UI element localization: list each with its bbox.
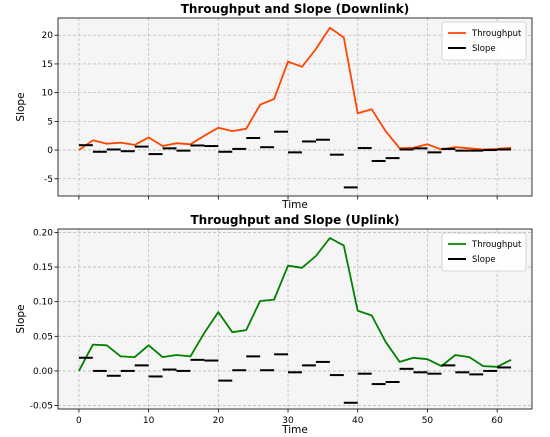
downlink-y-axis-label: Slope xyxy=(15,92,27,121)
uplink-legend-label-throughput: Throughput xyxy=(471,240,522,250)
uplink-legend: Throughput Slope xyxy=(441,232,527,272)
uplink-x-tick-label: 10 xyxy=(143,416,155,426)
downlink-y-tick-label: 20 xyxy=(42,31,54,41)
uplink-y-tick-label: 0.10 xyxy=(33,298,53,308)
uplink-y-tick-label: 0.00 xyxy=(33,367,53,377)
downlink-y-tick-label: 0 xyxy=(47,146,53,156)
downlink-y-tick-label: -5 xyxy=(44,175,53,185)
uplink-y-tick-label: 0.20 xyxy=(33,228,53,238)
downlink-throughput-line xyxy=(78,26,512,151)
uplink-legend-label-slope: Slope xyxy=(472,255,496,265)
downlink-y-tick-label: 10 xyxy=(42,89,54,99)
uplink-x-tick-label: 50 xyxy=(422,416,434,426)
downlink-legend-label-throughput: Throughput xyxy=(471,29,522,39)
uplink-title: Throughput and Slope (Uplink) xyxy=(191,213,400,227)
uplink-throughput-line xyxy=(78,237,512,372)
uplink-x-tick-label: 20 xyxy=(213,416,225,426)
uplink-y-axis-label: Slope xyxy=(15,304,27,333)
downlink-legend-box xyxy=(441,21,527,61)
uplink-y-tick-label: 0.05 xyxy=(33,332,53,342)
uplink-legend-box xyxy=(441,232,527,272)
uplink-y-tick-label: -0.05 xyxy=(30,402,53,412)
downlink-legend-label-slope: Slope xyxy=(472,44,496,54)
uplink-axes-frame xyxy=(57,228,533,410)
uplink-x-tick-label: 0 xyxy=(76,416,82,426)
downlink-title: Throughput and Slope (Downlink) xyxy=(181,2,409,16)
uplink-x-tick-label: 30 xyxy=(282,416,294,426)
uplink-y-tick-label: 0.15 xyxy=(33,263,53,273)
downlink-axes-frame xyxy=(57,17,533,197)
downlink-y-tick-label: 5 xyxy=(47,117,53,127)
downlink-y-tick-label: 15 xyxy=(42,60,53,70)
uplink-chart: 0 10 20 30 40 50 60 -0.05 0.00 0.05 0.10 0.15 0.20 Th… xyxy=(15,213,533,436)
downlink-x-axis-label: Time xyxy=(281,199,308,211)
downlink-legend: Throughput Slope xyxy=(441,21,527,61)
uplink-x-tick-label: 60 xyxy=(491,416,503,426)
uplink-x-tick-label: 40 xyxy=(352,416,364,426)
uplink-x-axis-label: Time xyxy=(281,424,308,436)
downlink-chart: -5 0 5 10 15 20 Throughput and Slope (Downlink… xyxy=(15,2,533,211)
